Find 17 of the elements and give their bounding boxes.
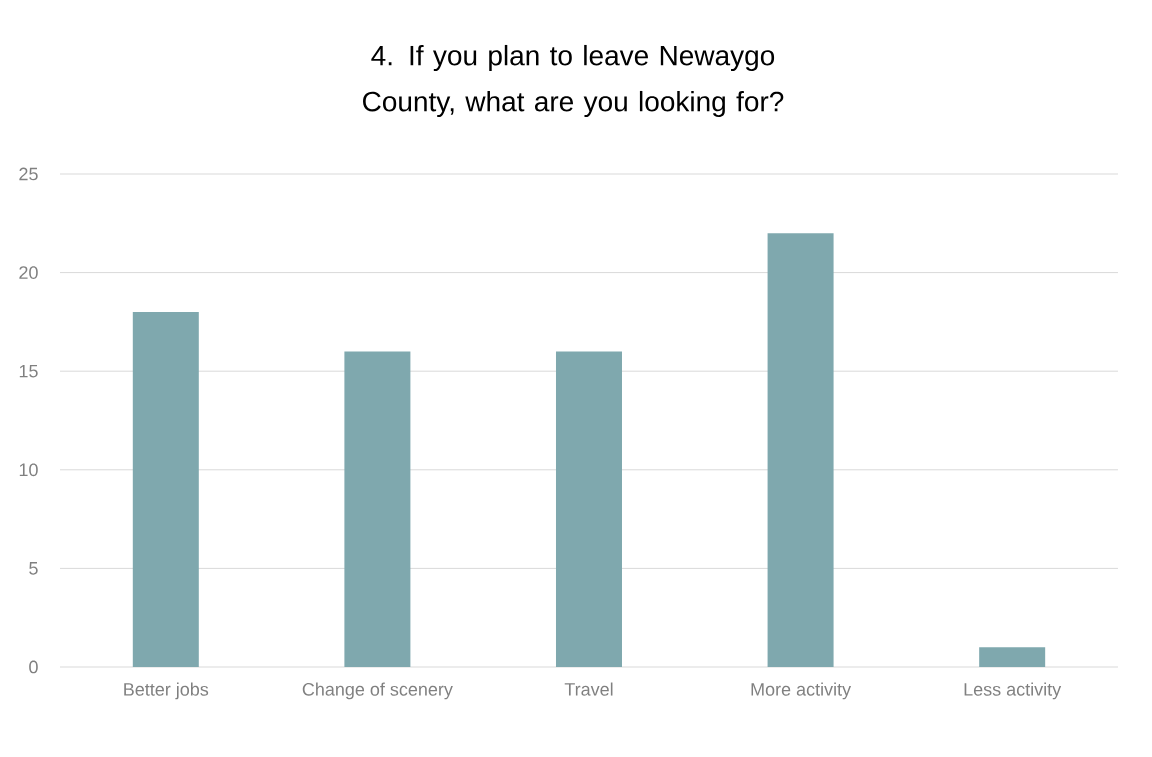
bar	[132, 312, 199, 667]
bar	[979, 647, 1046, 667]
y-tick-label: 25	[19, 167, 38, 181]
y-tick-label: 0	[29, 660, 38, 674]
y-tick-label: 15	[19, 364, 38, 378]
x-tick-label: Travel	[564, 682, 613, 696]
bar	[344, 351, 411, 667]
x-tick-label: Less activity	[964, 682, 1062, 700]
x-tick-label: Better jobs	[124, 682, 209, 700]
x-tick-label: More activity	[751, 682, 852, 700]
chart-title: 4. If you plan to leave Newaygo County, what are you looking for?	[363, 44, 784, 118]
y-tick-label: 20	[19, 266, 38, 279]
y-tick-label: 5	[29, 562, 38, 575]
x-tick-label: Change of scenery	[302, 682, 453, 700]
bar	[555, 351, 622, 667]
bar	[767, 233, 834, 667]
y-tick-label: 10	[19, 463, 38, 477]
